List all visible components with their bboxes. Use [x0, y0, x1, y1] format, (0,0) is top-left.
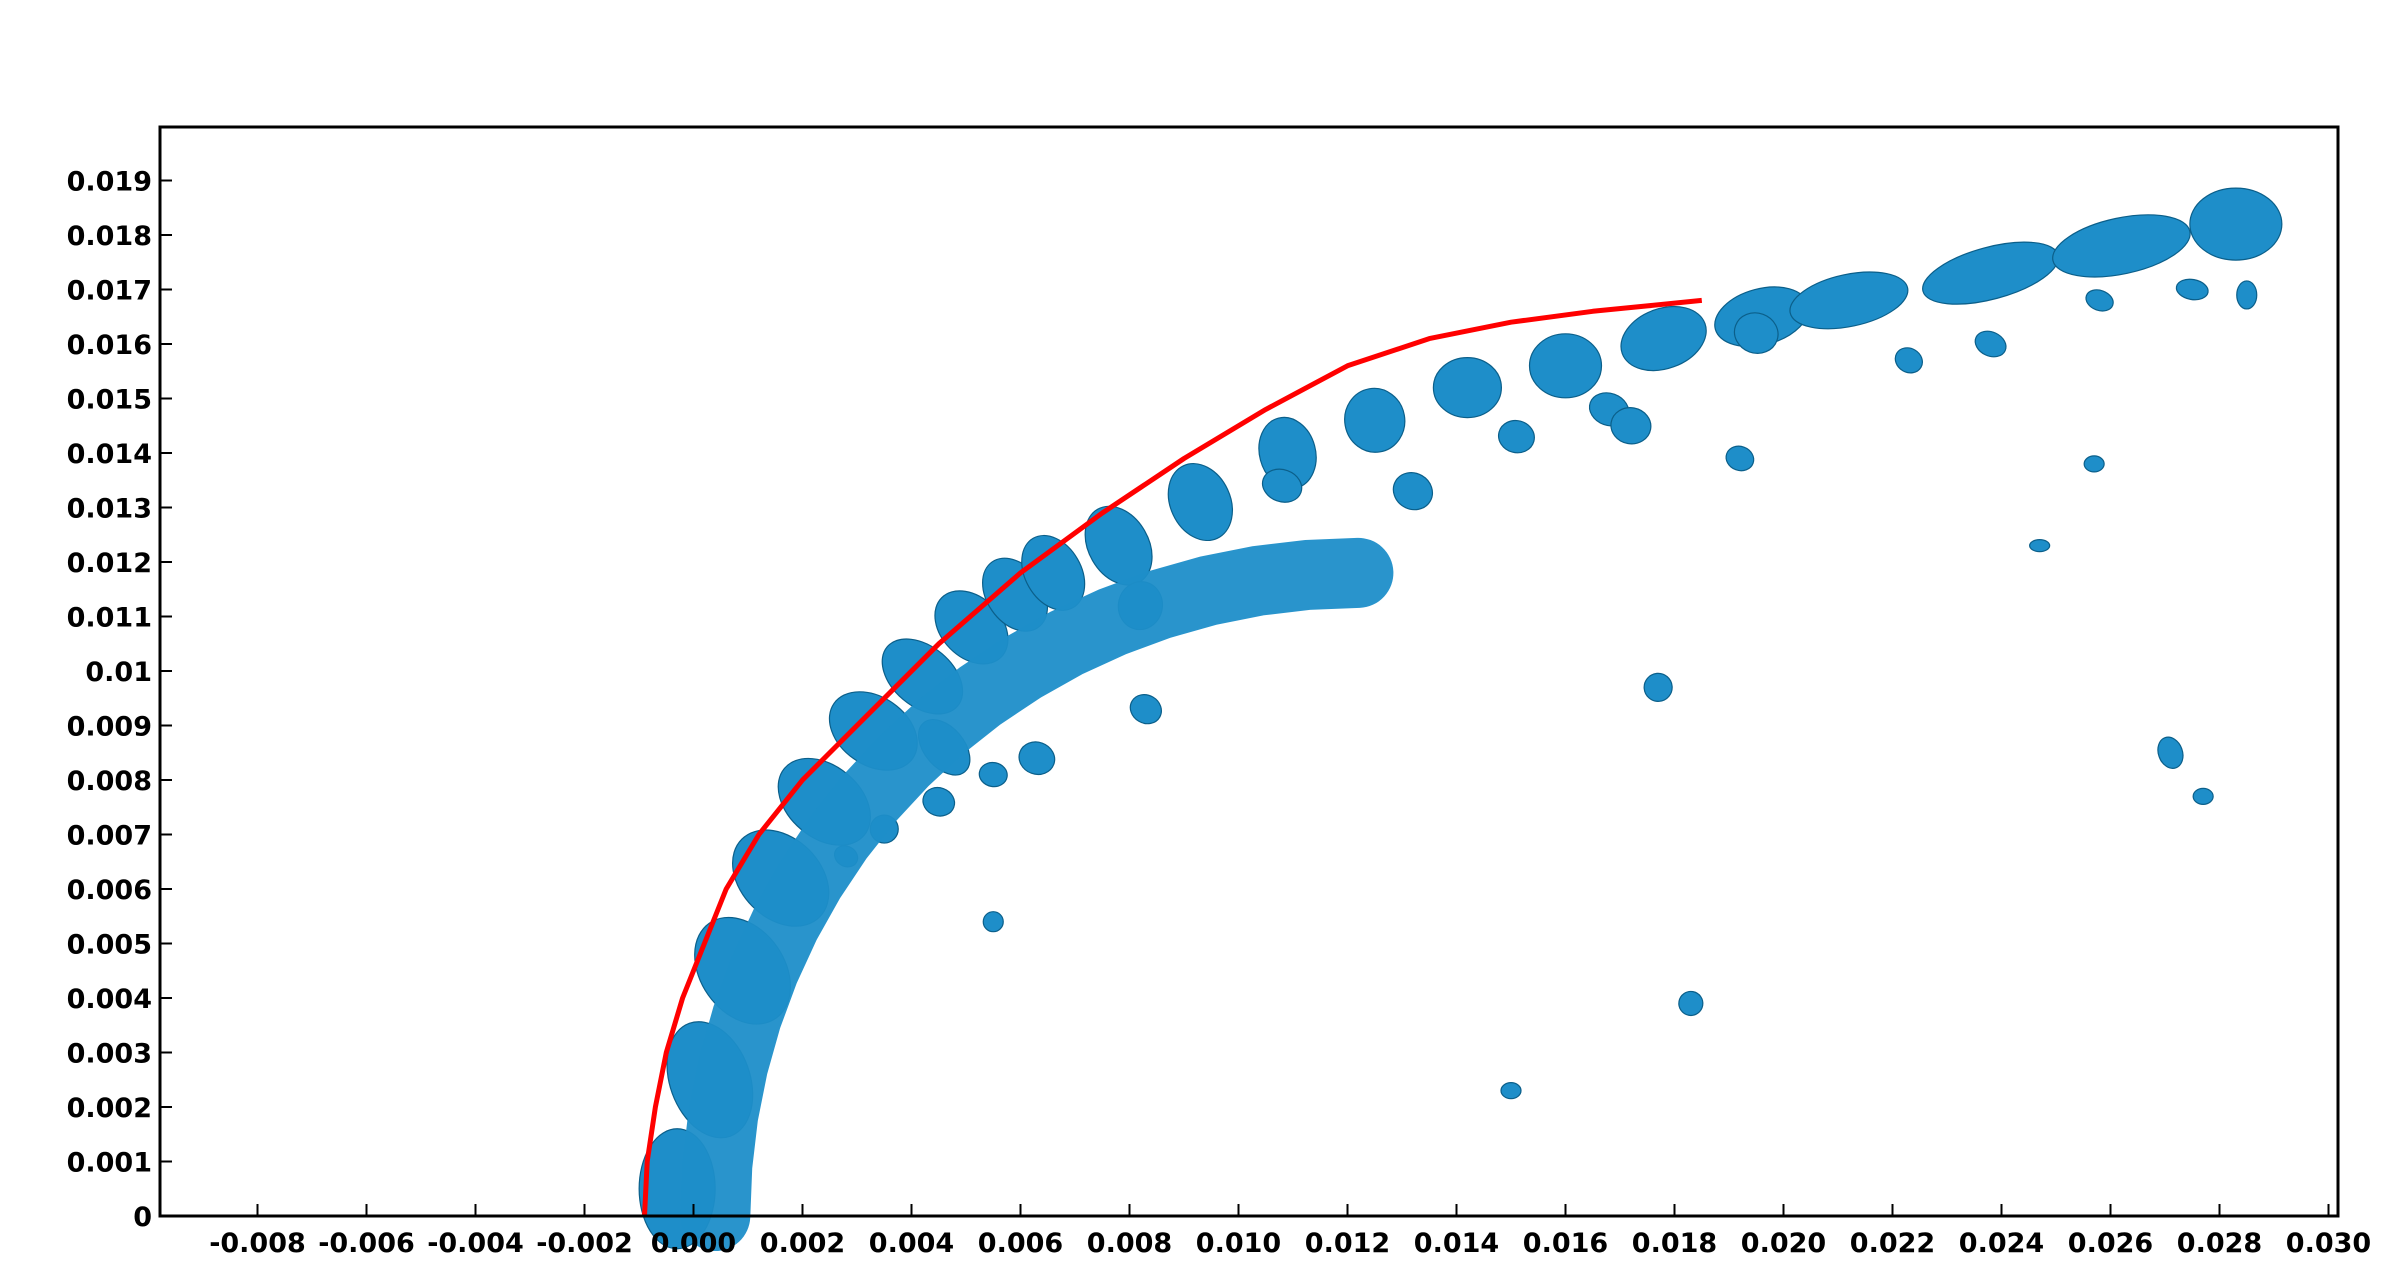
film-band: [680, 537, 1394, 1251]
y-tick-label: 0.007: [67, 821, 152, 852]
y-tick-label: 0.012: [67, 548, 152, 579]
droplet-point: [922, 786, 956, 817]
droplet-point: [1018, 741, 1056, 776]
droplet-point: [1129, 694, 1162, 725]
y-tick-label: 0.002: [67, 1093, 152, 1124]
droplet-point: [1733, 312, 1779, 354]
x-tick-label: 0.004: [869, 1228, 954, 1259]
y-tick-label: 0.019: [67, 167, 152, 198]
y-tick-label: 0.01: [85, 657, 152, 688]
droplet-point: [1167, 463, 1233, 542]
droplet-point: [2085, 289, 2114, 312]
y-tick-label: 0.008: [67, 766, 152, 797]
droplet-point: [2083, 455, 2105, 473]
droplet-point: [2157, 736, 2184, 769]
x-tick-label: 0.022: [1850, 1228, 1935, 1259]
y-tick-label: 0: [133, 1202, 152, 1233]
y-tick-label: 0.015: [67, 385, 152, 416]
droplet-point: [1725, 445, 1755, 472]
x-tick-label: 0.012: [1305, 1228, 1390, 1259]
x-tick-label: 0.020: [1741, 1228, 1826, 1259]
axis-ticks: [160, 179, 2330, 1217]
droplet-point: [2236, 280, 2258, 310]
droplet-point: [1497, 419, 1535, 454]
droplet-isosurface: [638, 187, 2283, 1251]
droplet-point: [2052, 214, 2191, 278]
y-tick-label: 0.001: [67, 1148, 152, 1179]
droplet-point: [1789, 271, 1909, 330]
y-tick-label: 0.013: [67, 494, 152, 525]
x-tick-label: 0.006: [978, 1228, 1063, 1259]
droplet-point: [2189, 187, 2283, 261]
droplet-point: [1344, 387, 1406, 453]
plot-frame: [158, 125, 2340, 1218]
y-tick-label: 0.017: [67, 276, 152, 307]
droplet-point: [1678, 990, 1704, 1017]
droplet-point: [1610, 407, 1652, 445]
y-tick-label: 0.009: [67, 712, 152, 743]
x-tick-label: -0.004: [427, 1228, 524, 1259]
droplet-point: [1528, 333, 1603, 399]
x-tick-label: 0.014: [1414, 1228, 1499, 1259]
droplet-point: [1643, 672, 1673, 702]
droplet-point: [978, 761, 1008, 788]
droplet-point: [1392, 472, 1434, 511]
droplet-point: [2192, 787, 2214, 805]
droplet-point: [2029, 539, 2051, 553]
x-tick-label: 0.028: [2177, 1228, 2262, 1259]
droplet-point: [2175, 278, 2209, 301]
x-tick-label: 0.010: [1196, 1228, 1281, 1259]
x-tick-label: 0.024: [1959, 1228, 2044, 1259]
x-tick-label: 0.000: [651, 1228, 736, 1259]
x-tick-label: -0.002: [536, 1228, 633, 1259]
droplet-point: [1894, 347, 1923, 374]
y-tick-label: 0.016: [67, 330, 152, 361]
droplet-point: [1922, 241, 2060, 305]
y-tick-label: 0.005: [67, 930, 152, 961]
y-tick-label: 0.004: [67, 984, 152, 1015]
y-tick-label: 0.011: [67, 603, 152, 634]
y-tick-label: 0.006: [67, 875, 152, 906]
y-tick-label: 0.014: [67, 439, 152, 470]
droplet-point: [1261, 468, 1303, 503]
droplet-point: [982, 911, 1004, 933]
y-axis-tick-labels: 0 0.001 0.002 0.003 0.004 0.005 0.006 0.007 0.00…: [67, 167, 152, 1234]
x-tick-label: 0.002: [760, 1228, 845, 1259]
droplet-point: [1974, 330, 2007, 358]
x-tick-label: 0.008: [1087, 1228, 1172, 1259]
x-tick-label: 0.026: [2068, 1228, 2153, 1259]
x-tick-label: 0.018: [1632, 1228, 1717, 1259]
x-tick-label: -0.008: [209, 1228, 306, 1259]
front-line: [642, 297, 1703, 1217]
x-tick-label: -0.006: [318, 1228, 415, 1259]
y-tick-label: 0.003: [67, 1039, 152, 1070]
x-axis-tick-labels: -0.008 -0.006 -0.004 -0.002 0.000 0.002 0.004 0…: [209, 1228, 2371, 1259]
droplet-point: [1620, 305, 1707, 372]
droplet-point: [1500, 1082, 1522, 1100]
x-tick-label: 0.030: [2286, 1228, 2371, 1259]
y-tick-label: 0.018: [67, 221, 152, 252]
droplet-point: [1432, 357, 1503, 419]
x-tick-label: 0.016: [1523, 1228, 1608, 1259]
